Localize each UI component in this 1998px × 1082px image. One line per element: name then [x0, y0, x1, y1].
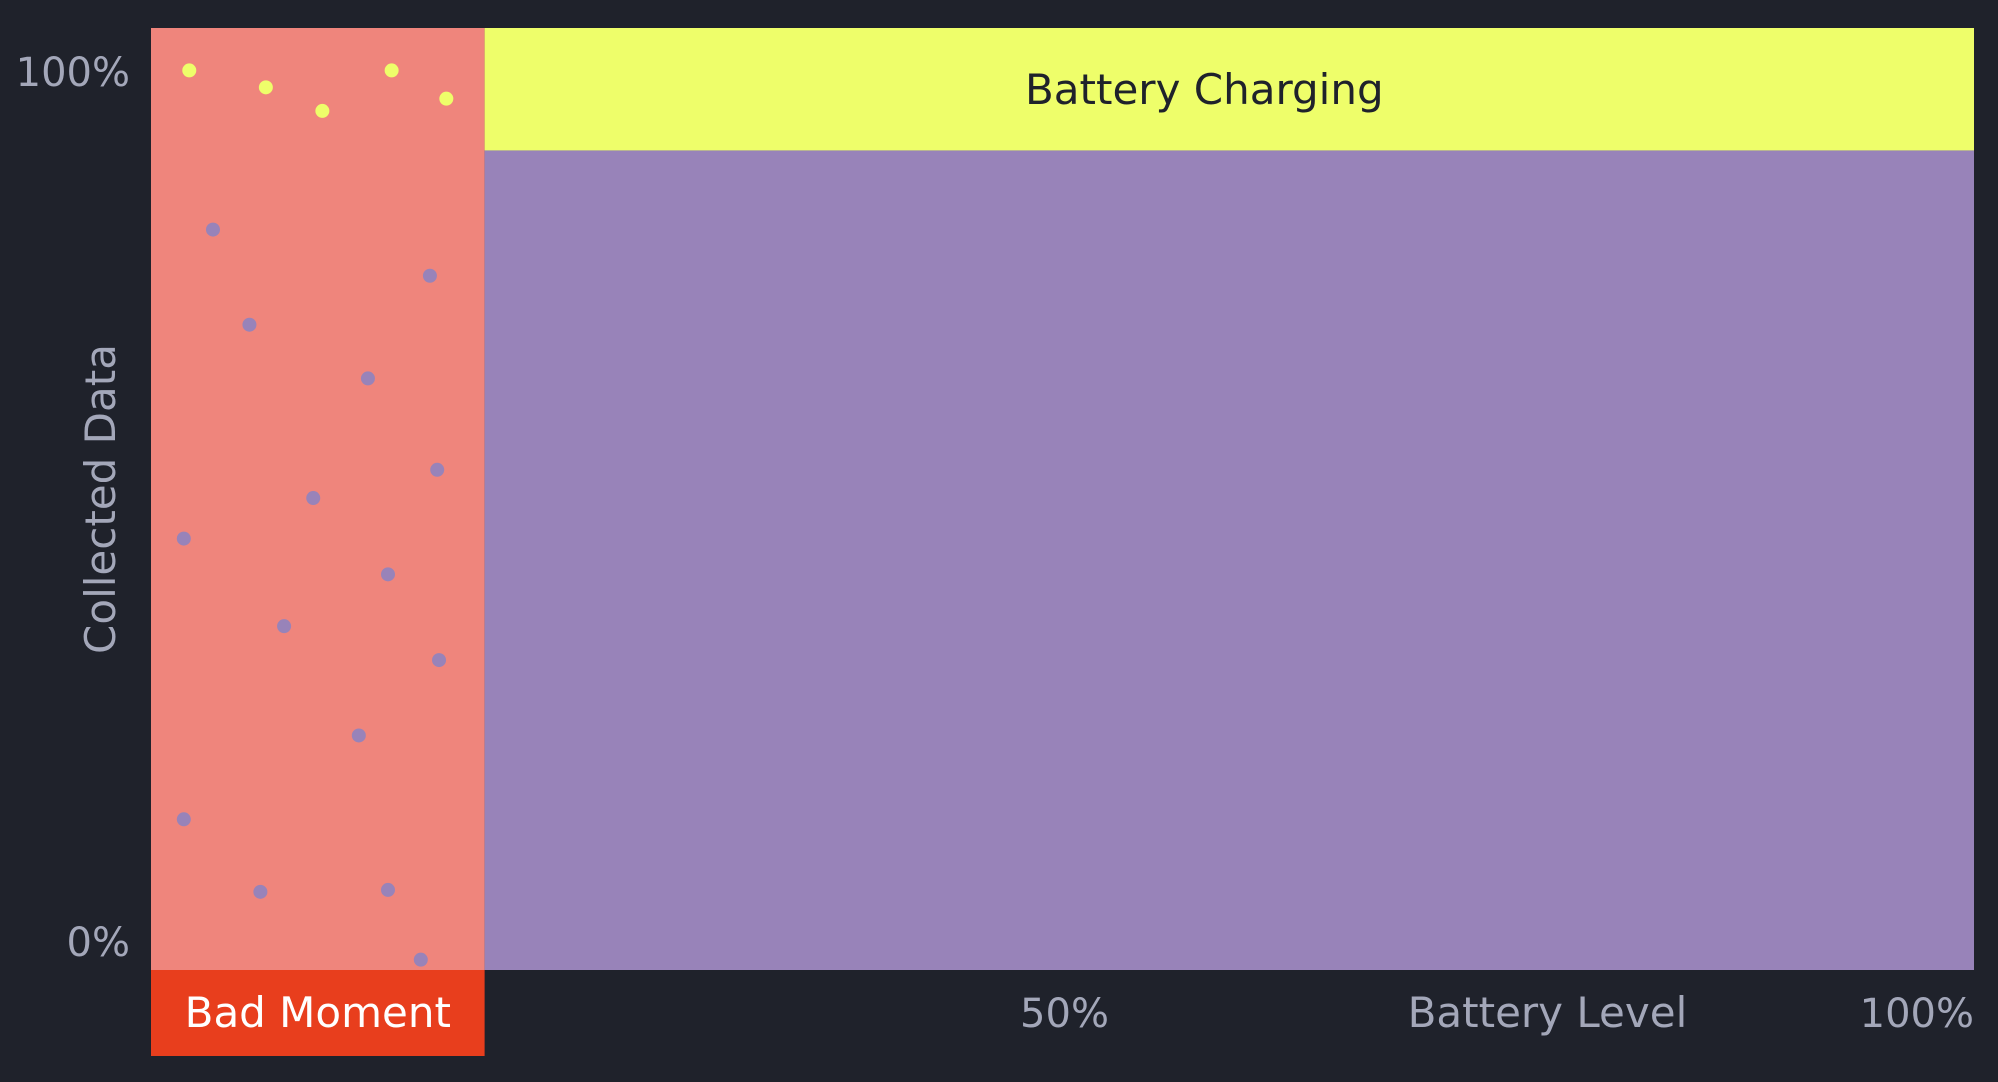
data-point-1-11: [176, 812, 191, 827]
y-tick-label-100: 100%: [16, 50, 130, 96]
y-axis-label: Collected Data: [76, 344, 125, 654]
bad-moment-label-background: [151, 970, 485, 1056]
data-point-1-8: [277, 619, 292, 634]
x-tick-label-50: 50%: [1020, 991, 1109, 1037]
region-1: [484, 28, 1974, 151]
data-point-1-3: [360, 371, 375, 386]
x-tick-label-100: 100%: [1860, 991, 1974, 1037]
data-point-1-4: [430, 462, 445, 477]
data-point-0-4: [439, 91, 454, 106]
data-point-1-2: [242, 317, 257, 332]
data-point-1-12: [253, 884, 268, 899]
data-point-0-2: [315, 103, 330, 118]
data-point-1-1: [422, 268, 437, 283]
scatter-points: [176, 63, 454, 967]
data-point-1-6: [176, 531, 191, 546]
battery-charging-label: Battery Charging: [1025, 65, 1384, 114]
regions: [151, 28, 1974, 970]
data-point-0-1: [258, 80, 273, 95]
data-point-1-7: [380, 567, 395, 582]
data-point-1-10: [351, 728, 366, 743]
data-point-1-13: [380, 882, 395, 897]
data-point-1-14: [413, 952, 428, 967]
bad-moment-label: Bad Moment: [185, 988, 451, 1037]
data-point-1-5: [306, 491, 321, 506]
data-point-0-0: [182, 63, 197, 78]
data-point-1-9: [432, 653, 447, 668]
data-point-1-0: [205, 222, 220, 237]
data-point-0-3: [384, 63, 399, 78]
y-tick-label-0: 0%: [67, 920, 130, 966]
region-2: [484, 150, 1974, 970]
x-axis-label: Battery Level: [1408, 988, 1688, 1037]
